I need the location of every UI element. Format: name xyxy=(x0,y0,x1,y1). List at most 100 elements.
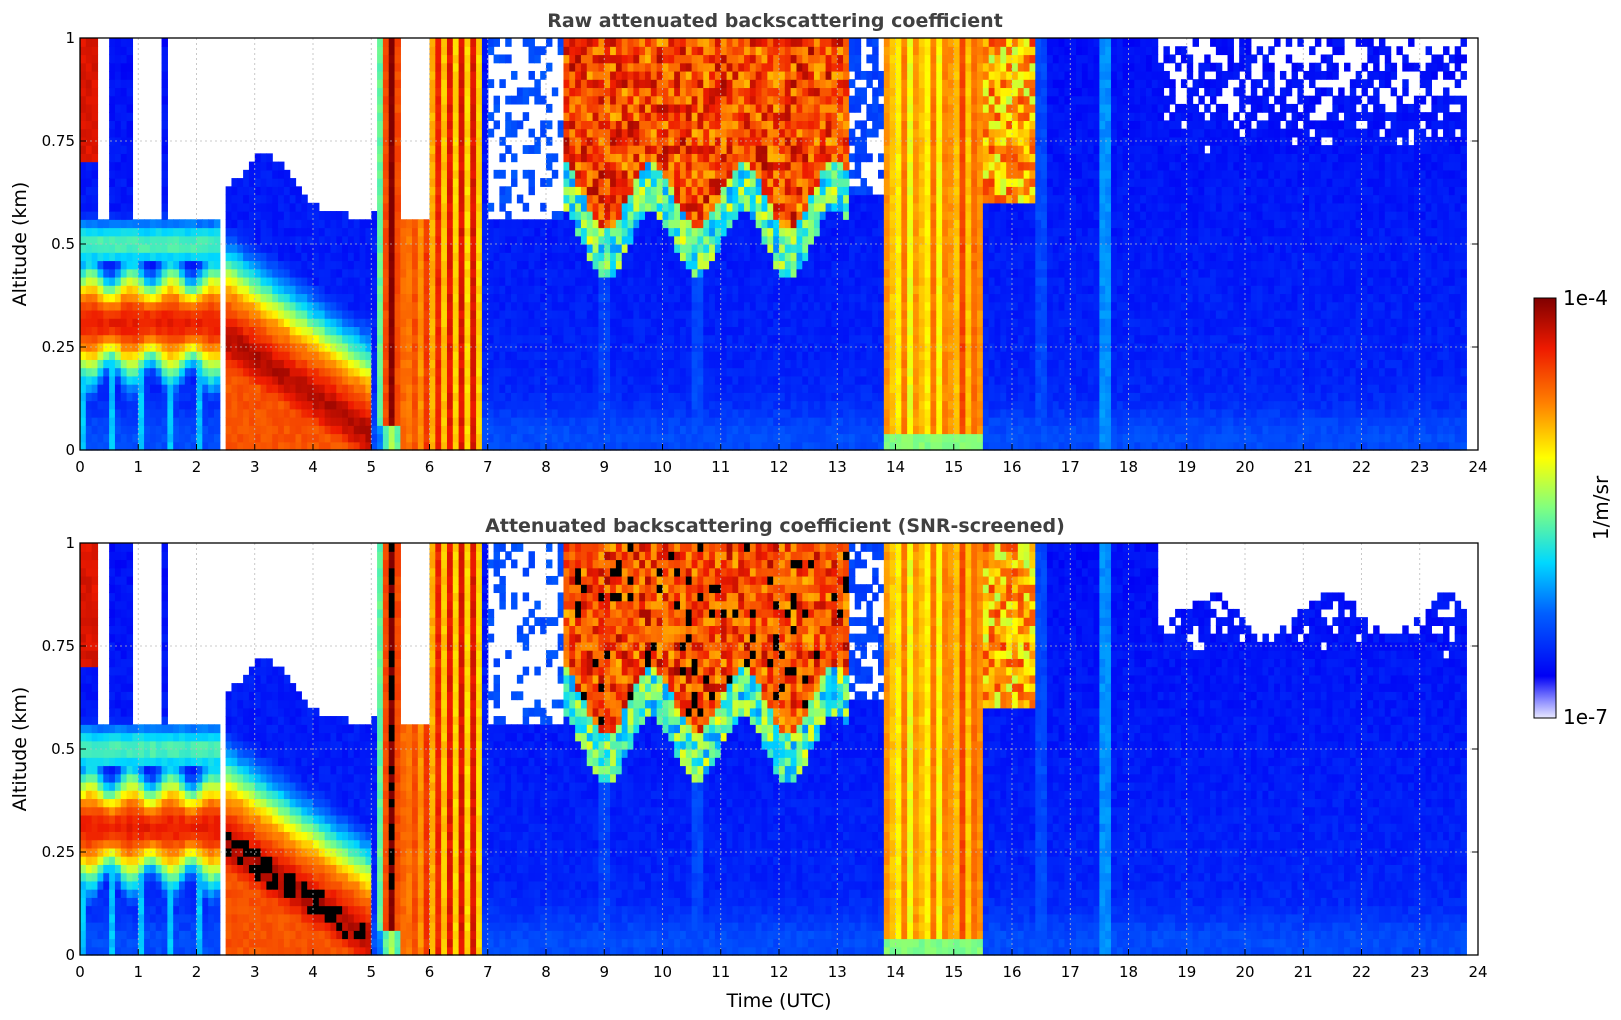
heatmap-cell xyxy=(278,417,284,426)
heatmap-cell xyxy=(214,326,220,335)
heatmap-cell xyxy=(447,326,453,335)
heatmap-cell xyxy=(103,434,109,443)
heatmap-cell xyxy=(400,376,406,385)
heatmap-cell xyxy=(284,318,290,327)
heatmap-cell xyxy=(179,219,185,228)
heatmap-cell xyxy=(703,46,709,55)
heatmap-cell xyxy=(255,384,261,393)
heatmap-cell xyxy=(558,310,564,319)
heatmap-cell xyxy=(779,277,785,286)
heatmap-cell xyxy=(208,442,214,451)
heatmap-cell xyxy=(529,228,535,237)
heatmap-cell xyxy=(785,162,791,171)
heatmap-cell xyxy=(767,87,773,96)
heatmap-cell xyxy=(779,302,785,311)
heatmap-cell xyxy=(727,137,733,146)
heatmap-cell xyxy=(243,252,249,261)
heatmap-cell xyxy=(674,401,680,410)
heatmap-cell xyxy=(231,401,237,410)
heatmap-cell xyxy=(214,293,220,302)
heatmap-cell xyxy=(674,46,680,55)
heatmap-cell xyxy=(325,252,331,261)
heatmap-cell xyxy=(744,310,750,319)
heatmap-cell xyxy=(418,293,424,302)
heatmap-cell xyxy=(732,384,738,393)
heatmap-cell xyxy=(430,401,436,410)
heatmap-cell xyxy=(319,219,325,228)
heatmap-cell xyxy=(569,310,575,319)
heatmap-cell xyxy=(208,434,214,443)
heatmap-cell xyxy=(470,351,476,360)
heatmap-cell xyxy=(383,228,389,237)
heatmap-cell xyxy=(121,310,127,319)
heatmap-cell xyxy=(278,186,284,195)
heatmap-cell xyxy=(162,79,168,88)
heatmap-cell xyxy=(447,203,453,212)
heatmap-cell xyxy=(231,178,237,187)
heatmap-cell xyxy=(459,409,465,418)
heatmap-cell xyxy=(791,401,797,410)
heatmap-cell xyxy=(144,269,150,278)
heatmap-cell xyxy=(727,244,733,253)
heatmap-cell xyxy=(156,285,162,294)
heatmap-cell xyxy=(732,368,738,377)
heatmap-cell xyxy=(330,211,336,220)
heatmap-cell xyxy=(284,195,290,204)
heatmap-cell xyxy=(470,195,476,204)
heatmap-cell xyxy=(622,293,628,302)
heatmap-cell xyxy=(633,46,639,55)
heatmap-cell xyxy=(552,211,558,220)
heatmap-cell xyxy=(400,409,406,418)
heatmap-cell xyxy=(505,145,511,154)
heatmap-cell xyxy=(197,228,203,237)
heatmap-cell xyxy=(237,211,243,220)
heatmap-cell xyxy=(301,384,307,393)
heatmap-cell xyxy=(622,417,628,426)
heatmap-cell xyxy=(674,63,680,72)
heatmap-cell xyxy=(610,170,616,179)
heatmap-cell xyxy=(447,285,453,294)
heatmap-cell xyxy=(441,277,447,286)
heatmap-cell xyxy=(208,326,214,335)
heatmap-cell xyxy=(313,326,319,335)
heatmap-cell xyxy=(791,112,797,121)
heatmap-cell xyxy=(395,335,401,344)
heatmap-cell xyxy=(319,425,325,434)
heatmap-cell xyxy=(779,335,785,344)
heatmap-cell xyxy=(179,260,185,269)
heatmap-cell xyxy=(97,425,103,434)
heatmap-cell xyxy=(342,293,348,302)
heatmap-cell xyxy=(103,318,109,327)
heatmap-cell xyxy=(494,285,500,294)
heatmap-cell xyxy=(453,260,459,269)
heatmap-cell xyxy=(709,244,715,253)
heatmap-cell xyxy=(791,384,797,393)
heatmap-cell xyxy=(494,434,500,443)
heatmap-cell xyxy=(464,376,470,385)
heatmap-cell xyxy=(127,351,133,360)
heatmap-cell xyxy=(202,425,208,434)
heatmap-cell xyxy=(138,277,144,286)
heatmap-cell xyxy=(645,219,651,228)
heatmap-cell xyxy=(534,277,540,286)
heatmap-cell xyxy=(92,236,98,245)
heatmap-cell xyxy=(523,392,529,401)
heatmap-cell xyxy=(587,318,593,327)
heatmap-cell xyxy=(645,401,651,410)
heatmap-cell xyxy=(581,195,587,204)
heatmap-cell xyxy=(581,335,587,344)
heatmap-cell xyxy=(272,409,278,418)
heatmap-cell xyxy=(523,96,529,105)
heatmap-cell xyxy=(459,211,465,220)
heatmap-cell xyxy=(668,203,674,212)
heatmap-cell xyxy=(400,269,406,278)
heatmap-cell xyxy=(167,409,173,418)
heatmap-cell xyxy=(680,46,686,55)
heatmap-cell xyxy=(767,384,773,393)
heatmap-cell xyxy=(534,442,540,451)
heatmap-cell xyxy=(127,384,133,393)
heatmap-cell xyxy=(150,425,156,434)
heatmap-cell xyxy=(593,170,599,179)
heatmap-cell xyxy=(447,162,453,171)
heatmap-cell xyxy=(371,293,377,302)
